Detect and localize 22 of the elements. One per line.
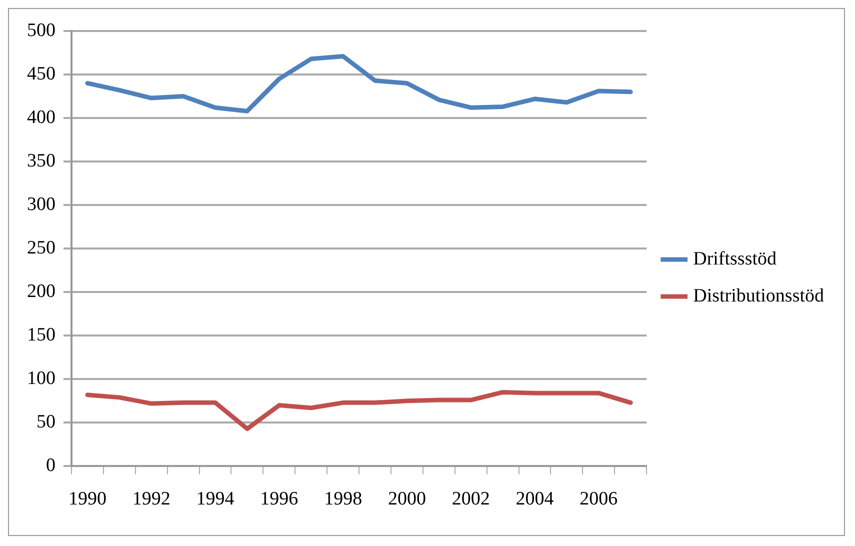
- x-tick-label: 2002: [452, 488, 490, 510]
- x-tick-label: 1996: [260, 488, 298, 510]
- x-tick-label: 2006: [580, 488, 618, 510]
- x-tick-label: 1998: [324, 488, 362, 510]
- y-tick-label: 350: [27, 150, 56, 172]
- x-tick-label: 2004: [516, 488, 554, 510]
- x-tick-label: 1994: [196, 488, 235, 510]
- y-tick-label: 500: [27, 20, 56, 41]
- y-tick-label: 250: [27, 238, 56, 259]
- y-tick-label: 0: [46, 455, 56, 476]
- x-tick-label: 2000: [388, 488, 426, 510]
- y-tick-label: 50: [36, 412, 56, 433]
- legend-label: Distributionsstöd: [693, 285, 824, 306]
- y-tick-label: 150: [27, 324, 56, 346]
- x-tick-label: 1992: [132, 488, 170, 510]
- legend-label: Driftssstöd: [693, 248, 777, 270]
- y-tick-label: 100: [27, 368, 56, 390]
- x-tick-label: 1990: [68, 488, 106, 510]
- y-tick-label: 300: [27, 194, 56, 216]
- y-tick-label: 450: [27, 64, 56, 85]
- y-tick-label: 200: [27, 281, 56, 302]
- y-tick-label: 400: [27, 107, 56, 128]
